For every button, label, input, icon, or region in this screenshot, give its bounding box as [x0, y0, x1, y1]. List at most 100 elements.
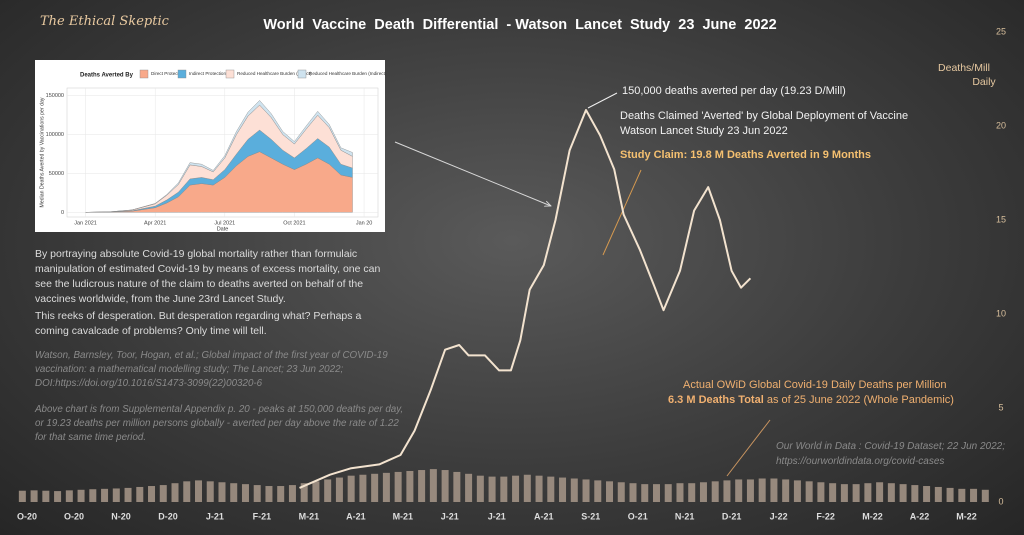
x-tick-label: M-21	[299, 511, 320, 521]
bar	[488, 476, 496, 502]
y-axis-label: Deaths/Mill	[938, 62, 990, 74]
bar	[711, 481, 719, 502]
x-tick-label: Oct 2021	[283, 220, 305, 226]
x-tick-label: M-22	[862, 511, 883, 521]
x-tick-label: A-21	[346, 511, 366, 521]
bar	[594, 480, 602, 502]
bar	[382, 472, 390, 502]
x-tick-label: J-21	[441, 511, 459, 521]
bar	[241, 484, 249, 502]
series-label: Deaths Claimed 'Averted' by Global Deplo…	[620, 110, 909, 122]
bar	[606, 481, 614, 502]
note-paragraph: By portraying absolute Covid-19 global m…	[35, 248, 381, 305]
bar	[770, 478, 778, 502]
bar	[418, 470, 426, 502]
y-tick-label: 100000	[46, 132, 64, 138]
note-paragraph: This reeks of desperation. But desperati…	[35, 310, 362, 337]
bar	[887, 483, 895, 502]
x-tick-label: Jul 2021	[214, 220, 235, 226]
bar	[230, 483, 238, 502]
bar	[570, 478, 578, 502]
bar	[758, 478, 766, 502]
legend-swatch	[177, 69, 187, 79]
y-tick-label: 20	[996, 120, 1006, 130]
x-tick-label: D-21	[722, 511, 742, 521]
bar	[723, 480, 731, 502]
legend-swatch	[225, 69, 235, 79]
claim-annotation: Study Claim: 19.8 M Deaths Averted in 9 …	[620, 149, 872, 161]
x-axis-label: Date	[217, 226, 229, 232]
peak-annotation: 150,000 deaths averted per day (19.23 D/…	[622, 85, 846, 97]
bar	[817, 482, 825, 502]
bar	[746, 479, 754, 502]
bar	[406, 470, 414, 502]
legend-title: Deaths Averted By	[80, 73, 134, 79]
bar	[218, 482, 226, 502]
bar	[805, 481, 813, 502]
bar	[676, 483, 684, 502]
bar	[699, 482, 707, 502]
y-tick-label: 5	[998, 402, 1003, 412]
callout-line	[587, 92, 618, 109]
y-axis-label: Median Deaths Averted by Vaccinations pe…	[39, 97, 45, 207]
bar	[453, 471, 461, 502]
bar	[465, 473, 473, 502]
x-tick-label: M-21	[393, 511, 414, 521]
y-tick-label: 150000	[46, 93, 64, 99]
y-axis-label: Daily	[972, 76, 996, 88]
bar	[899, 484, 907, 502]
bar	[441, 470, 449, 502]
bar	[359, 474, 367, 502]
bar	[136, 486, 144, 502]
x-tick-label: J-21	[488, 511, 506, 521]
x-tick-label: O-20	[17, 511, 37, 521]
bar	[617, 482, 625, 502]
study-annotation: Watson Lancet Study 23 Jun 2022	[620, 125, 788, 137]
bar	[194, 480, 202, 502]
bar	[148, 486, 156, 502]
x-tick-label: O-21	[628, 511, 648, 521]
bar	[652, 484, 660, 502]
bar	[559, 477, 567, 502]
bar	[371, 473, 379, 502]
bar	[829, 483, 837, 502]
bar	[735, 479, 743, 502]
x-tick-label: M-22	[956, 511, 977, 521]
total-note: as of 25 June 2022 (Whole Pandemic)	[766, 394, 954, 406]
x-tick-label: D-20	[158, 511, 178, 521]
bar	[911, 485, 919, 502]
y-tick-label: 0	[998, 496, 1003, 506]
bar	[547, 476, 555, 502]
x-tick-label: Apr 2021	[144, 220, 166, 226]
callout-line	[602, 169, 642, 256]
bar	[101, 488, 109, 502]
x-tick-label: J-22	[770, 511, 788, 521]
bar	[946, 487, 954, 502]
x-tick-label: J-21	[206, 511, 224, 521]
x-tick-label: Jan 2021	[74, 220, 97, 226]
x-tick-label: Jan 20	[356, 220, 373, 226]
bar	[206, 481, 214, 502]
legend-label: Indirect Protection	[189, 71, 226, 76]
x-tick-label: N-21	[675, 511, 695, 521]
bar	[782, 479, 790, 502]
legend-label: Direct Protection	[151, 71, 185, 76]
brand: The Ethical Skeptic	[40, 14, 169, 29]
bar	[500, 476, 508, 502]
citation: Watson, Barnsley, Toor, Hogan, et al.; G…	[35, 350, 388, 389]
inset-chart: 0 50000 100000 150000 Jan 2021 Apr 2021 Jul 20…	[39, 69, 387, 232]
legend-swatch	[297, 69, 307, 79]
bar	[981, 489, 989, 502]
bar	[852, 484, 860, 502]
bar	[394, 471, 402, 502]
bar	[476, 475, 484, 502]
bar	[30, 490, 38, 502]
bar	[523, 474, 531, 502]
bar	[958, 488, 966, 502]
total-annotation: 6.3 M Deaths Total as of 25 June 2022 (W…	[668, 394, 954, 406]
bar	[629, 483, 637, 502]
bar	[876, 482, 884, 502]
bar	[265, 486, 273, 502]
bar	[582, 479, 590, 502]
